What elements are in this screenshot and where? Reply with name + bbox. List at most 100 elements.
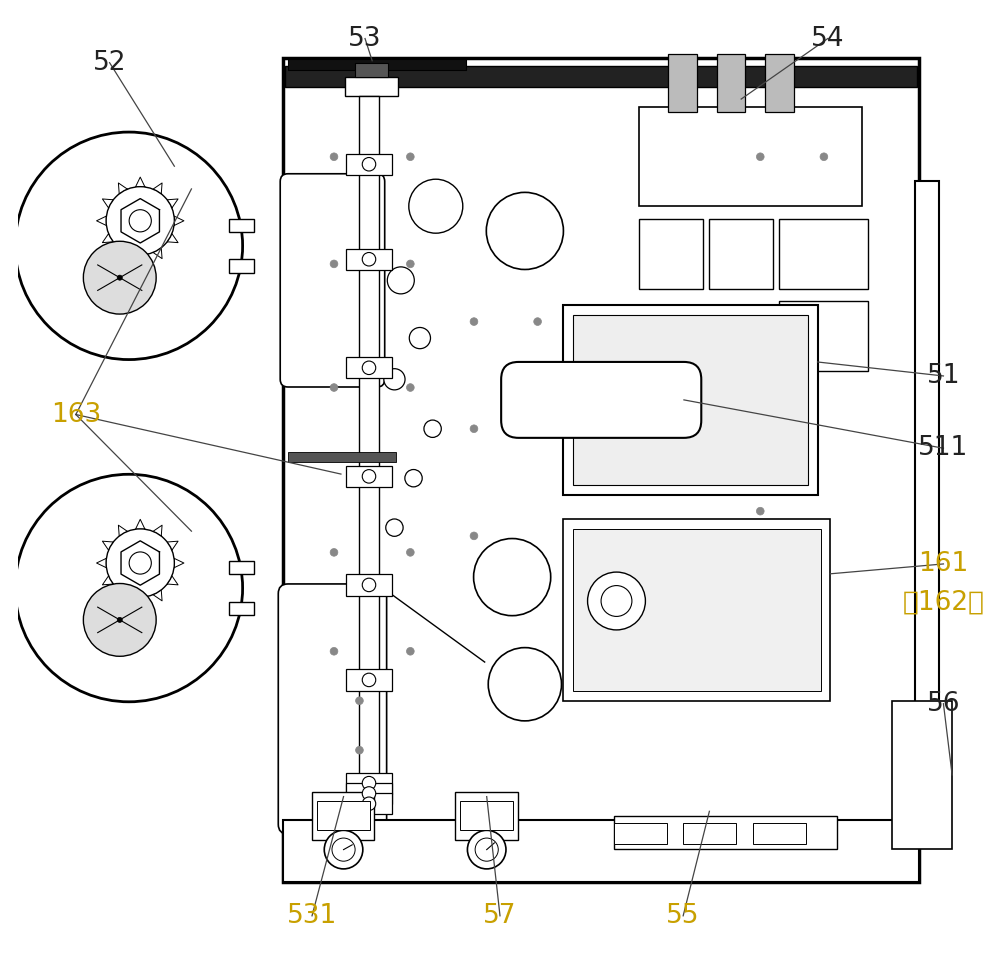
Bar [639,107,862,206]
Text: 54: 54 [811,26,845,51]
Bar [285,66,917,87]
Circle shape [330,384,338,391]
Circle shape [362,673,376,686]
Text: 56: 56 [927,691,960,716]
Circle shape [534,318,541,326]
Circle shape [470,318,478,326]
Bar [639,219,703,288]
Circle shape [362,578,376,592]
Bar [346,793,392,815]
Circle shape [362,776,376,790]
Text: 55: 55 [666,903,700,928]
Circle shape [362,362,376,375]
FancyBboxPatch shape [501,362,701,438]
Bar [717,54,745,112]
Circle shape [356,697,363,705]
Circle shape [330,153,338,161]
Circle shape [405,469,422,487]
Text: 531: 531 [287,903,337,928]
Text: 511: 511 [918,436,969,461]
Circle shape [409,179,463,233]
Bar [460,801,513,830]
Circle shape [470,532,478,540]
Circle shape [362,157,376,171]
Circle shape [588,572,645,629]
Bar [229,561,254,575]
Circle shape [601,585,632,616]
Bar [346,358,392,379]
Circle shape [470,425,478,433]
Circle shape [15,474,243,702]
Circle shape [117,617,122,623]
Circle shape [467,830,506,869]
Circle shape [820,153,828,161]
Bar [892,701,952,849]
Circle shape [330,648,338,656]
Circle shape [424,420,441,438]
Circle shape [475,838,498,861]
Bar [346,772,392,793]
Circle shape [129,552,151,575]
Bar [915,181,939,841]
Circle shape [756,507,764,515]
Circle shape [756,153,764,161]
Bar [455,791,518,840]
Circle shape [409,328,430,349]
Bar [312,791,374,840]
Bar [573,529,821,691]
Bar [709,219,773,288]
Text: （162）: （162） [902,590,984,615]
Bar [283,820,919,882]
Circle shape [117,275,122,281]
Bar [779,219,868,288]
Text: 161: 161 [918,551,969,576]
Bar [355,63,388,77]
Bar [614,817,837,849]
Bar [753,823,806,844]
Circle shape [386,519,403,536]
Circle shape [387,267,414,294]
Text: 53: 53 [348,26,382,51]
Bar [346,575,392,596]
Circle shape [362,787,376,800]
Bar [563,305,818,495]
Text: 51: 51 [927,363,960,388]
Bar [346,153,392,174]
Bar [346,466,392,487]
Bar [359,96,379,775]
Bar [346,669,392,690]
Circle shape [362,469,376,483]
Circle shape [332,838,355,861]
Bar [229,602,254,615]
Circle shape [474,539,551,616]
Circle shape [406,153,414,161]
Bar [614,823,667,844]
Circle shape [106,529,174,597]
Bar [683,823,736,844]
Text: 52: 52 [93,50,126,75]
Bar [288,59,466,70]
Circle shape [384,368,405,389]
Circle shape [362,797,376,811]
Circle shape [83,241,156,314]
Circle shape [356,746,363,754]
Circle shape [406,260,414,268]
Bar [765,54,794,112]
Bar [346,783,392,804]
Circle shape [106,187,174,254]
Bar [345,77,398,96]
Circle shape [406,384,414,391]
Circle shape [488,648,562,721]
Bar [346,249,392,270]
FancyBboxPatch shape [278,584,387,834]
Bar [288,452,396,462]
Circle shape [330,549,338,556]
Circle shape [406,648,414,656]
Bar [779,301,868,371]
Circle shape [83,583,156,656]
Bar [668,54,697,112]
Text: 163: 163 [51,402,101,427]
Bar [283,58,919,882]
Bar [229,219,254,232]
Bar [317,801,370,830]
